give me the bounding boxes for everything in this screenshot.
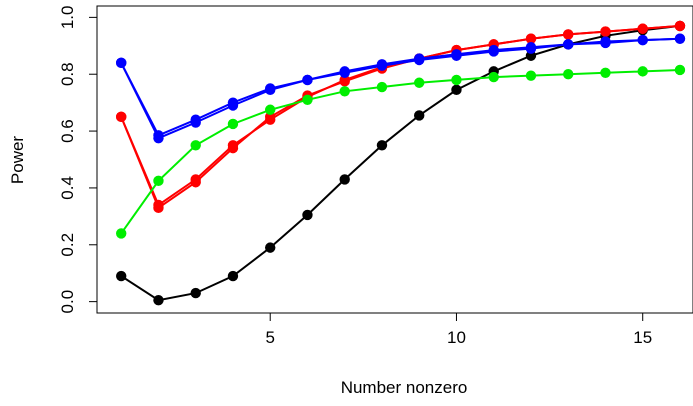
data-point: [525, 43, 537, 54]
data-point: [563, 39, 574, 50]
data-point: [265, 111, 276, 123]
data-point: [600, 26, 611, 37]
data-point: [227, 118, 239, 130]
data-point: [488, 46, 499, 57]
data-point: [265, 84, 276, 96]
y-tick-label: 0.8: [58, 62, 77, 86]
data-point: [525, 50, 537, 61]
y-tick-label: 0.6: [58, 119, 77, 143]
data-point: [265, 104, 276, 115]
data-point: [376, 81, 388, 93]
x-tick-label: 5: [265, 328, 274, 347]
series-layer: [116, 20, 686, 306]
data-point: [376, 140, 388, 151]
series-line: [120, 37, 681, 137]
y-tick-label: 0.0: [58, 290, 77, 314]
y-axis-title: Power: [8, 136, 27, 185]
data-point: [339, 67, 350, 79]
data-point: [116, 228, 127, 239]
series-line: [120, 37, 681, 140]
data-point: [414, 110, 425, 121]
data-point: [227, 100, 239, 111]
data-point: [451, 84, 462, 96]
data-point: [637, 23, 648, 34]
y-tick-label: 0.2: [58, 233, 77, 257]
data-point: [339, 86, 350, 97]
axes-layer: 5 10 15 0.0 0.2 0.4 0.6 0.8 1.0: [58, 5, 693, 347]
data-point: [451, 50, 462, 61]
series-line: [120, 69, 681, 234]
data-point: [414, 54, 425, 66]
x-tick-label: 10: [447, 328, 466, 347]
data-point: [227, 142, 239, 154]
series-3: [116, 33, 686, 141]
data-point: [190, 117, 201, 128]
data-point: [265, 242, 276, 253]
data-point: [153, 295, 164, 306]
data-point: [116, 57, 127, 69]
data-point: [190, 287, 201, 299]
data-point: [637, 66, 648, 77]
data-point: [116, 270, 127, 282]
data-point: [376, 60, 388, 71]
data-point: [414, 77, 425, 88]
data-point: [339, 174, 350, 185]
x-tick-label: 15: [633, 328, 652, 347]
data-point: [488, 71, 499, 83]
data-point: [302, 94, 313, 106]
data-point: [563, 69, 574, 80]
y-tick-label: 1.0: [58, 6, 77, 30]
data-point: [153, 132, 164, 144]
data-point: [153, 202, 164, 214]
data-point: [190, 177, 201, 188]
data-point: [190, 140, 201, 151]
data-point: [674, 33, 686, 44]
plot-frame: [96, 5, 693, 314]
data-point: [227, 270, 239, 282]
data-point: [153, 175, 164, 187]
data-point: [451, 74, 462, 86]
x-axis-title: Number nonzero: [341, 378, 468, 397]
data-point: [674, 20, 686, 32]
data-point: [563, 29, 574, 40]
data-point: [600, 67, 611, 79]
data-point: [525, 33, 537, 44]
series-line: [120, 24, 681, 302]
series-5: [116, 64, 686, 239]
data-point: [637, 34, 648, 46]
data-point: [339, 76, 350, 87]
data-point: [525, 70, 537, 81]
y-tick-label: 0.4: [58, 176, 77, 200]
series-1: [116, 20, 686, 211]
data-point: [600, 37, 611, 49]
data-point: [302, 209, 313, 221]
data-point: [116, 111, 127, 123]
data-point: [674, 64, 686, 76]
series-line: [120, 24, 681, 210]
series-4: [116, 33, 686, 144]
data-point: [302, 74, 313, 86]
